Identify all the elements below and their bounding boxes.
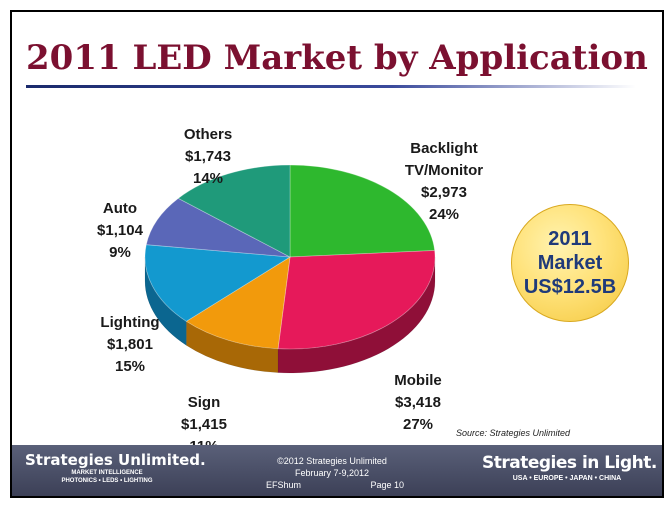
copyright-text: ©2012 Strategies Unlimited: [277, 456, 387, 466]
slice-percent-label: 14%: [193, 170, 223, 187]
right-logo-sub: USA • EUROPE • JAPAN • CHINA: [512, 475, 622, 482]
slice-name-label: Auto: [103, 200, 137, 217]
slice-name-label: Others: [184, 126, 232, 143]
left-logo-sub2: PHOTONICS • LEDS • LIGHTING: [61, 478, 153, 484]
badge-year: 2011: [548, 228, 592, 250]
author-text: EFShum: [266, 480, 302, 490]
slice-percent-label: 9%: [109, 244, 131, 261]
pie-slice-others: [177, 164, 291, 258]
footer-center-info: ©2012 Strategies Unlimited February 7-9,…: [242, 455, 422, 491]
pie-chart: Backlight TV/Monitor $2,973 24% Mobile $3,418…: [97, 126, 483, 455]
pie-label-mobile: Mobile $3,418 27%: [394, 372, 442, 433]
pie-slice-auto: [145, 197, 291, 258]
slide-title: 2011 LED Market by Application: [26, 38, 648, 78]
pie-label-auto: Auto $1,104 9%: [97, 200, 144, 261]
slice-name-label: Mobile: [394, 372, 442, 389]
pie-slice-lighting: [144, 244, 292, 322]
page-number: Page 10: [370, 480, 404, 490]
strategies-in-light-logo: Strategies in Light. USA • EUROPE • JAPA…: [482, 453, 657, 482]
badge-total: US$12.5B: [523, 276, 617, 298]
pie-label-lighting: Lighting $1,801 15%: [100, 314, 159, 375]
source-note: Source: Strategies Unlimited: [456, 428, 571, 438]
right-logo-name: Strategies in Light.: [482, 453, 657, 473]
footer-bar: Strategies Unlimited. MARKET INTELLIGENC…: [12, 445, 662, 496]
slice-value-label: $3,418: [395, 394, 441, 411]
left-logo-sub1: MARKET INTELLIGENCE: [71, 470, 143, 476]
slice-value-label: $2,973: [421, 184, 467, 201]
pie-label-backlight-tv-monitor: Backlight TV/Monitor $2,973 24%: [405, 140, 483, 223]
slice-value-label: $1,801: [107, 336, 153, 353]
slice-name-label: TV/Monitor: [405, 162, 483, 179]
pie-slice-mobile: [277, 250, 436, 350]
slice-value-label: $1,104: [97, 222, 144, 239]
slice-name-label: Backlight: [410, 140, 478, 157]
slice-name-label: Sign: [188, 394, 221, 411]
slide: Backlight TV/Monitor $2,973 24% Mobile $3,418…: [10, 10, 664, 498]
slice-name-label: Lighting: [100, 314, 159, 331]
badge-market: Market: [537, 252, 603, 274]
market-size-badge: 2011 Market US$12.5B: [511, 204, 629, 322]
title-underline: [26, 85, 636, 88]
pie-top: [144, 164, 436, 350]
left-logo-name: Strategies Unlimited.: [25, 451, 206, 469]
event-date: February 7-9,2012: [294, 468, 370, 478]
slice-value-label: $1,743: [185, 148, 231, 165]
pie-slice-sign: [185, 256, 291, 350]
pie-label-sign: Sign$1,41511%: [181, 394, 227, 455]
strategies-unlimited-logo: Strategies Unlimited. MARKET INTELLIGENC…: [22, 451, 206, 485]
pie-label-others: Others $1,743 14%: [184, 126, 232, 187]
slice-value-label: $1,415: [181, 416, 227, 433]
slice-percent-label: 15%: [115, 358, 145, 375]
slice-percent-label: 27%: [403, 416, 433, 433]
pie-slice-backlight-tv-monitor: [289, 164, 436, 258]
slice-percent-label: 24%: [429, 206, 459, 223]
